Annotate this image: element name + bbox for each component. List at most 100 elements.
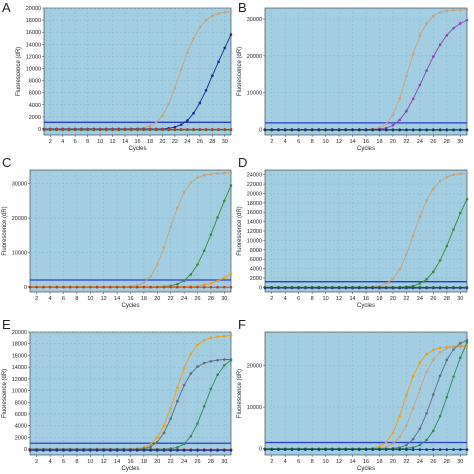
data-point (310, 448, 314, 451)
data-point (411, 448, 415, 451)
x-tick-label: 8 (75, 459, 78, 465)
data-point (411, 234, 415, 237)
data-point (196, 365, 199, 368)
y-tick-label: 10000 (26, 66, 41, 72)
data-point (398, 414, 401, 418)
data-point (35, 449, 38, 452)
x-tick-label: 14 (349, 296, 355, 302)
data-point (182, 191, 186, 194)
data-point (86, 127, 89, 131)
data-point (425, 22, 428, 25)
data-point (129, 285, 132, 289)
x-tick-label: 30 (457, 296, 463, 302)
data-point (198, 26, 202, 29)
x-tick-label: 26 (430, 296, 436, 302)
y-tick-label: 12000 (247, 229, 262, 235)
x-tick-label: 4 (49, 459, 52, 465)
data-point (202, 173, 206, 177)
y-axis-label: Fluorescence (dR) (2, 369, 8, 418)
data-point (398, 448, 401, 451)
data-point (169, 449, 172, 452)
data-point (98, 127, 102, 131)
y-tick-label: 2000 (15, 435, 27, 441)
y-tick-label: 10000 (12, 250, 27, 256)
x-tick-label: 14 (349, 459, 355, 465)
data-point (445, 286, 449, 289)
data-point (391, 277, 395, 281)
data-point (465, 128, 469, 131)
y-tick-label: 2000 (29, 115, 41, 121)
data-point (425, 69, 428, 72)
x-tick-label: 2 (49, 139, 52, 145)
data-point (452, 286, 455, 289)
x-tick-label: 24 (181, 296, 187, 302)
x-tick-label: 14 (349, 139, 355, 145)
x-tick-label: 16 (134, 139, 140, 145)
data-point (445, 128, 449, 131)
x-tick-label: 30 (221, 296, 227, 302)
data-point (304, 448, 307, 451)
data-point (223, 285, 226, 289)
x-tick-label: 6 (297, 296, 300, 302)
data-point (418, 128, 422, 131)
data-point (445, 448, 449, 451)
data-point (465, 171, 469, 175)
x-tick-label: 12 (336, 139, 342, 145)
data-point (378, 448, 381, 451)
data-point (186, 119, 189, 122)
data-point (432, 187, 435, 191)
x-tick-label: 18 (376, 139, 382, 145)
data-point (432, 128, 435, 131)
data-point (169, 417, 172, 420)
data-point (102, 449, 105, 452)
data-point (216, 172, 219, 175)
data-point (418, 387, 422, 391)
y-tick-label: 16000 (247, 210, 262, 216)
data-point (156, 449, 159, 452)
x-tick-label: 20 (390, 296, 396, 302)
x-axis-label: Cycles (121, 466, 139, 472)
data-point (384, 286, 388, 289)
x-tick-label: 4 (49, 296, 52, 302)
x-tick-label: 12 (336, 296, 342, 302)
x-tick-label: 12 (101, 459, 107, 465)
data-point (182, 285, 186, 289)
data-point (154, 121, 158, 124)
data-point (209, 387, 213, 391)
y-axis-label: Fluorescence (dR) (2, 206, 8, 255)
x-tick-label: 24 (417, 139, 423, 145)
data-point (445, 395, 449, 399)
x-tick-label: 6 (297, 459, 300, 465)
data-point (217, 127, 220, 131)
data-point (445, 346, 449, 350)
data-point (371, 286, 375, 289)
data-point (458, 128, 462, 131)
x-tick-label: 30 (457, 139, 463, 145)
data-point (89, 285, 92, 289)
y-tick-label: 8000 (250, 248, 262, 254)
y-tick-label: 8000 (15, 400, 27, 406)
data-point (161, 114, 164, 117)
y-tick-label: 4000 (15, 424, 27, 430)
data-point (216, 279, 219, 283)
data-point (216, 216, 219, 219)
data-point (179, 127, 183, 131)
data-point (283, 286, 287, 289)
data-point (432, 55, 435, 58)
x-tick-label: 16 (363, 139, 369, 145)
x-tick-label: 18 (141, 459, 147, 465)
data-point (337, 128, 341, 131)
data-point (270, 448, 274, 451)
data-point (425, 412, 428, 415)
data-point (452, 228, 455, 231)
data-point (229, 334, 233, 337)
data-point (216, 358, 219, 362)
data-point (398, 286, 401, 289)
data-point (371, 128, 375, 131)
x-tick-label: 8 (311, 296, 314, 302)
data-point (418, 83, 422, 87)
data-point (223, 199, 226, 203)
data-point (317, 128, 321, 131)
data-point (438, 259, 442, 262)
